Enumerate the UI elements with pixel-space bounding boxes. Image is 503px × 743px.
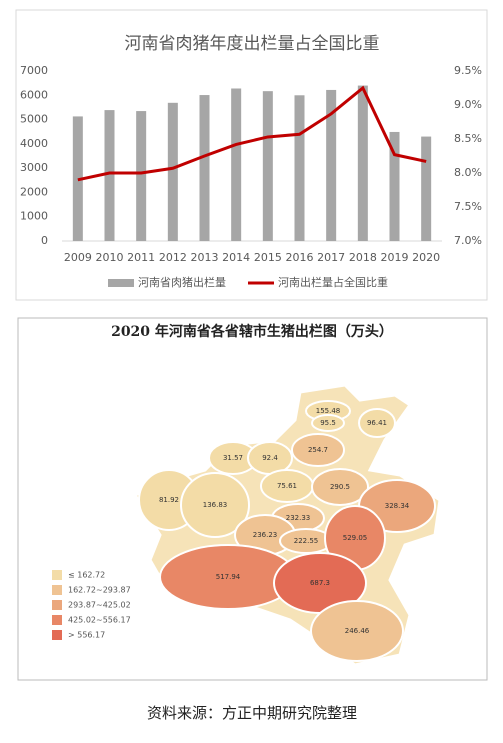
bar	[104, 110, 115, 241]
region-label: 328.34	[385, 502, 410, 510]
map-region	[310, 600, 404, 662]
region-label: 246.46	[345, 627, 370, 635]
region-label: 92.4	[262, 454, 278, 462]
region-label: 529.05	[343, 534, 368, 542]
y2-tick-label: 9.0%	[454, 98, 482, 111]
region-label: 81.92	[159, 496, 179, 504]
bar	[231, 88, 242, 241]
legend-swatch	[52, 570, 62, 580]
region-label: 222.55	[294, 537, 319, 545]
legend-label: > 556.17	[68, 631, 105, 640]
y2-tick-label: 8.0%	[454, 166, 482, 179]
legend-swatch	[52, 615, 62, 625]
chart-frame	[15, 9, 488, 301]
x-tick-label: 2011	[127, 251, 155, 264]
map-region	[291, 433, 345, 467]
legend-swatch	[52, 630, 62, 640]
region-label: 155.48	[316, 407, 341, 415]
y-tick-label: 5000	[20, 113, 48, 126]
x-tick-label: 2009	[64, 251, 92, 264]
map-region	[311, 468, 369, 506]
legend-label: ≤ 162.72	[68, 571, 105, 580]
region-label: 96.41	[367, 419, 387, 427]
line	[77, 85, 427, 182]
x-tick-label: 2013	[191, 251, 219, 264]
map-region	[358, 408, 396, 438]
x-tick-label: 2010	[96, 251, 124, 264]
caption: 资料来源：方正中期研究院整理	[147, 704, 357, 722]
legend-label: 河南省肉猪出栏量	[138, 275, 226, 289]
bar	[389, 131, 400, 241]
y2-tick-label: 7.5%	[454, 200, 482, 213]
x-tick-label: 2016	[286, 251, 314, 264]
region-label: 517.94	[216, 573, 241, 581]
bar	[262, 91, 273, 242]
x-tick-label: 2018	[349, 251, 377, 264]
y2-tick-label: 9.5%	[454, 64, 482, 77]
legend-label: 293.87~425.02	[68, 601, 131, 610]
legend-label: 162.72~293.87	[68, 586, 131, 595]
region-label: 136.83	[203, 501, 228, 509]
bar	[326, 89, 337, 241]
y2-tick-label: 7.0%	[454, 234, 482, 247]
x-tick-label: 2019	[381, 251, 409, 264]
bar	[294, 95, 305, 242]
x-tick-label: 2017	[317, 251, 345, 264]
x-tick-label: 2014	[222, 251, 250, 264]
bar	[199, 95, 210, 242]
map-region	[180, 472, 250, 538]
y-tick-label: 4000	[20, 137, 48, 150]
x-tick-label: 2012	[159, 251, 187, 264]
bar	[167, 102, 178, 241]
y-tick-label: 6000	[20, 88, 48, 101]
y-tick-label: 2000	[20, 185, 48, 198]
region-label: 75.61	[277, 482, 297, 490]
legend-swatch	[52, 600, 62, 610]
y-tick-label: 0	[41, 234, 48, 247]
y-tick-label: 1000	[20, 210, 48, 223]
legend-swatch	[52, 585, 62, 595]
y2-tick-label: 8.5%	[454, 132, 482, 145]
y-tick-label: 7000	[20, 64, 48, 77]
y-tick-label: 3000	[20, 161, 48, 174]
region-label: 232.33	[286, 514, 311, 522]
region-label: 31.57	[223, 454, 243, 462]
region-label: 254.7	[308, 446, 328, 454]
x-tick-label: 2020	[412, 251, 440, 264]
region-label: 290.5	[330, 483, 350, 491]
region-label: 236.23	[253, 531, 278, 539]
bar	[421, 136, 432, 241]
map-region	[311, 414, 345, 432]
bar	[357, 85, 368, 241]
legend-label: 河南出栏量占全国比重	[278, 275, 388, 289]
region-label: 95.5	[320, 419, 336, 427]
legend-label: 425.02~556.17	[68, 616, 131, 625]
legend-swatch	[108, 279, 134, 287]
chart-title: 河南省肉猪年度出栏量占全国比重	[125, 34, 380, 54]
bar	[136, 111, 147, 241]
map-title: 2020 年河南省各省辖市生猪出栏图（万头）	[111, 323, 393, 340]
region-label: 687.3	[310, 579, 330, 587]
x-tick-label: 2015	[254, 251, 282, 264]
